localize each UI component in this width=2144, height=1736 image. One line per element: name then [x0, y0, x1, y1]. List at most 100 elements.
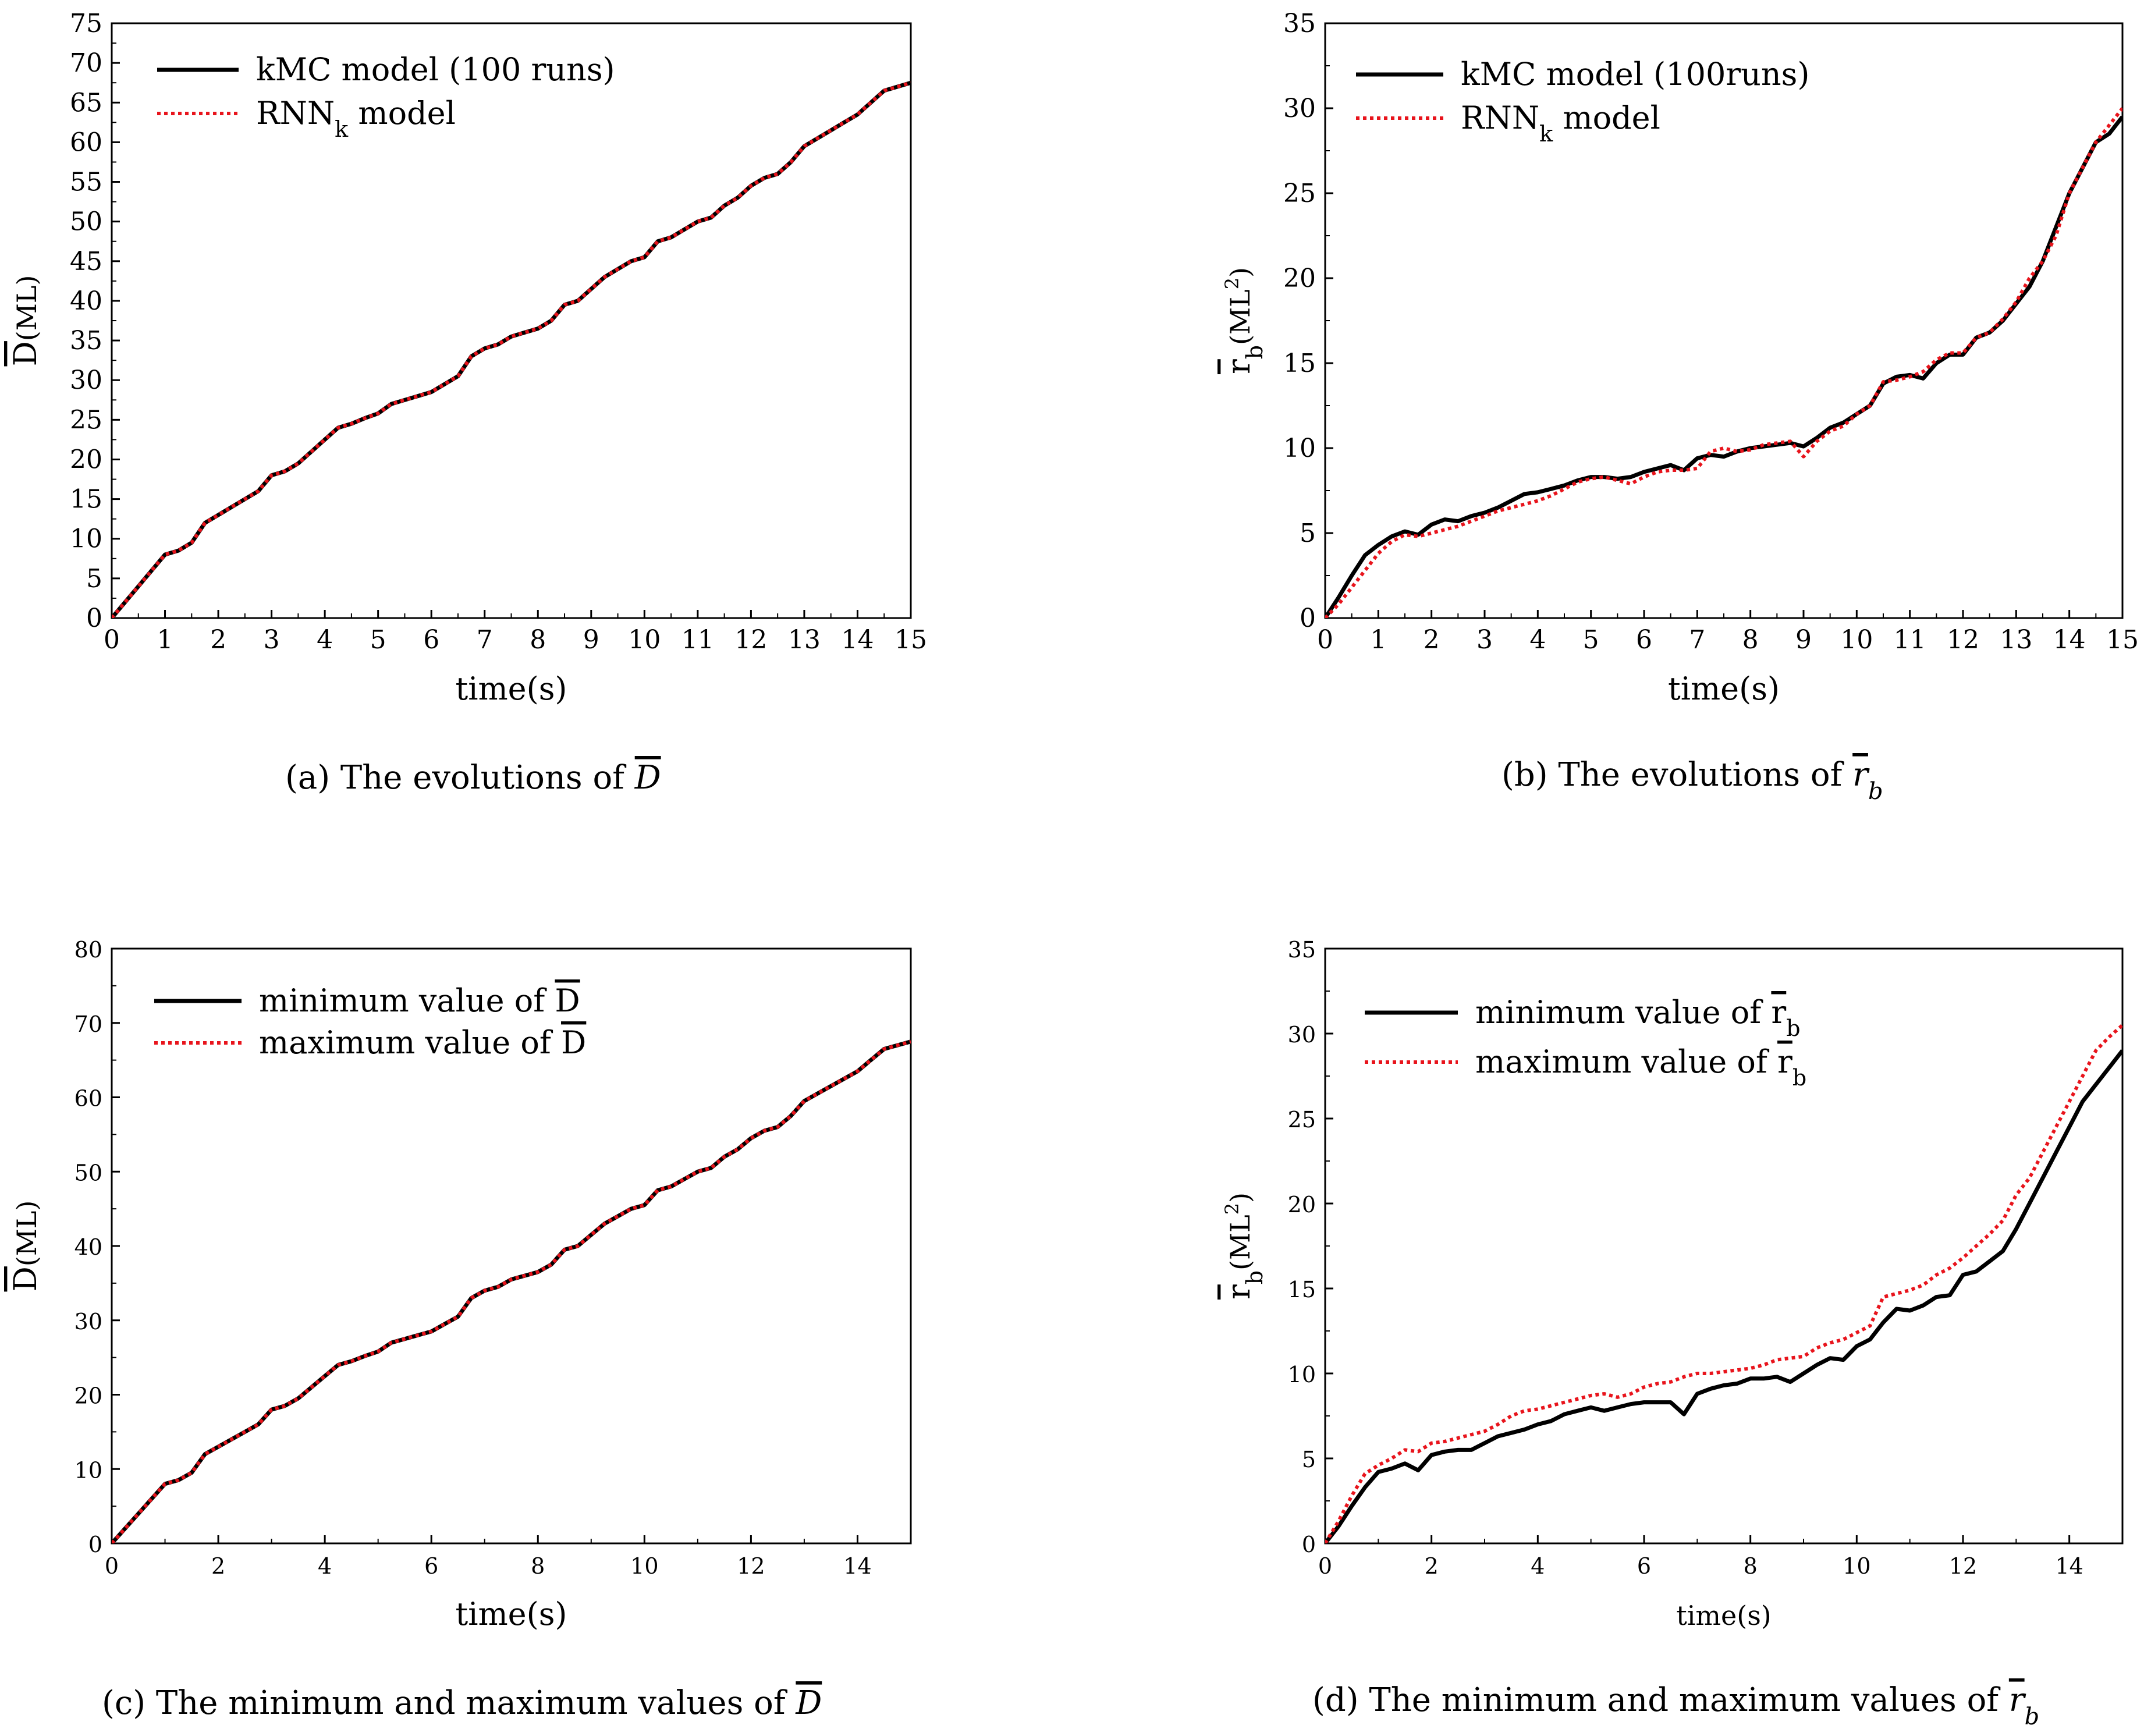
caption-symbol: r: [1852, 756, 1870, 794]
legend-label-symbol: D: [561, 1024, 586, 1061]
legend-label-text: kMC model (100 runs): [256, 51, 615, 88]
caption-label: (c): [102, 1684, 156, 1722]
x-axis: 0 1 2 3 4 5 6 7 8 9 10 11 12 13 14 15: [104, 610, 927, 655]
x-tick-label: 3: [264, 625, 280, 655]
x-tick-label: 10: [1843, 1553, 1870, 1579]
y-tick-label: 30: [70, 365, 102, 395]
y-tick-label: 60: [70, 127, 102, 157]
x-tick-label: 0: [105, 1553, 119, 1579]
x-axis: 0 2 4 6 8 10 12 14: [1318, 1535, 2083, 1579]
legend-label-subscript: b: [1786, 1016, 1800, 1041]
y-tick-label: 0: [1300, 603, 1316, 633]
legend: kMC model (100 runs) RNNk model: [157, 51, 615, 142]
x-tick-label: 14: [2055, 1553, 2083, 1579]
legend-label: maximum value of D: [259, 1024, 586, 1061]
series-line-primary: [1325, 1049, 2122, 1543]
x-tick-label: 13: [2000, 625, 2032, 655]
y-tick-label: 35: [70, 326, 102, 356]
chart-c: 0 2 4 6 8 10 12 1401020304050607080time(s)D(ML)…: [7, 937, 912, 1632]
y-tick-label: 45: [70, 247, 102, 276]
caption-b: (b) The evolutions of rb: [1501, 756, 1883, 805]
y-tick-label: 15: [1288, 1277, 1316, 1302]
y-label-unit: (ML: [1224, 1215, 1256, 1270]
caption-text: The minimum and maximum values of: [156, 1684, 796, 1722]
y-label-symbol: D: [7, 341, 44, 366]
y-tick-label: 70: [74, 1011, 102, 1037]
y-tick-label: 20: [70, 445, 102, 474]
legend-label-text: kMC model (100runs): [1461, 56, 1809, 93]
legend-label: minimum value of rb: [1475, 994, 1801, 1041]
x-tick-label: 6: [1636, 625, 1652, 655]
legend: kMC model (100runs) RNNk model: [1356, 56, 1809, 147]
x-tick-label: 12: [1947, 625, 1979, 655]
x-axis-label: time(s): [456, 1596, 567, 1632]
x-tick-label: 0: [1317, 625, 1333, 655]
x-tick-label: 10: [628, 625, 661, 655]
legend-label-suffix: model: [348, 95, 456, 132]
x-tick-label: 4: [1531, 1553, 1545, 1579]
x-tick-label: 14: [843, 1553, 871, 1579]
x-tick-label: 15: [2106, 625, 2139, 655]
x-tick-label: 15: [894, 625, 927, 655]
x-axis: 0 1 2 3 4 5 6 7 8 9 10 11 12 13 14 15: [1317, 610, 2139, 655]
legend-label-suffix: model: [1553, 100, 1660, 136]
x-tick-label: 12: [734, 625, 767, 655]
x-tick-label: 7: [1689, 625, 1705, 655]
y-axis-label: D(ML): [7, 1201, 44, 1292]
y-label-unit-close: ): [1224, 267, 1256, 278]
legend-label: RNNk model: [1461, 100, 1660, 147]
y-tick-label: 5: [86, 564, 102, 594]
x-axis-label: time(s): [1668, 670, 1780, 707]
x-tick-label: 10: [1840, 625, 1873, 655]
series-line-secondary: [112, 1039, 911, 1543]
y-tick-label: 30: [1288, 1022, 1316, 1048]
plot-frame: [1324, 947, 2124, 1545]
legend-label-text: RNN: [256, 95, 335, 132]
legend-label-subscript: b: [1792, 1065, 1806, 1091]
y-axis: 0 5 10 15 20 25 30 35 40 45 50 55 60 65 70 75: [70, 9, 120, 633]
y-tick-label: 50: [74, 1160, 102, 1185]
y-tick-label: 15: [1283, 349, 1316, 378]
x-tick-label: 2: [210, 625, 226, 655]
series-line-primary: [112, 80, 911, 618]
y-axis-label: D(ML): [7, 275, 44, 367]
x-tick-label: 9: [583, 625, 599, 655]
series-line-secondary: [1325, 107, 2122, 618]
x-tick-label: 12: [1949, 1553, 1977, 1579]
x-tick-label: 13: [788, 625, 821, 655]
x-tick-label: 3: [1476, 625, 1493, 655]
x-tick-label: 4: [317, 625, 333, 655]
legend-label-text: minimum value of: [1475, 994, 1771, 1031]
x-tick-label: 14: [2053, 625, 2086, 655]
y-tick-label: 0: [1302, 1532, 1316, 1557]
x-tick-label: 4: [1529, 625, 1546, 655]
caption-symbol: D: [795, 1684, 822, 1722]
x-axis-label: time(s): [1676, 1600, 1772, 1631]
caption-d: (d) The minimum and maximum values of rb: [1312, 1681, 2039, 1730]
y-tick-label: 75: [70, 9, 102, 38]
y-tick-label: 40: [70, 286, 102, 316]
caption-a: (a) The evolutions of D: [285, 759, 661, 797]
y-label-unit: (ML: [1224, 289, 1256, 345]
y-tick-label: 15: [70, 485, 102, 514]
caption-label: (b): [1501, 756, 1558, 794]
x-tick-label: 2: [1425, 1553, 1439, 1579]
series-line-secondary: [1325, 1024, 2122, 1543]
x-tick-label: 10: [630, 1553, 658, 1579]
y-tick-label: 20: [74, 1383, 102, 1409]
y-tick-label: 80: [74, 937, 102, 963]
y-tick-label: 30: [74, 1309, 102, 1334]
x-tick-label: 2: [1424, 625, 1440, 655]
x-tick-label: 11: [1894, 625, 1926, 655]
x-tick-label: 1: [1370, 625, 1386, 655]
y-tick-label: 35: [1283, 9, 1316, 38]
legend-label: kMC model (100 runs): [256, 51, 615, 88]
caption-subscript: b: [2025, 1703, 2040, 1730]
y-label-subscript: b: [1242, 1270, 1268, 1284]
legend-label: kMC model (100runs): [1461, 56, 1809, 93]
y-tick-label: 35: [1288, 937, 1316, 963]
y-tick-label: 50: [70, 207, 102, 237]
y-tick-label: 25: [1283, 179, 1316, 208]
